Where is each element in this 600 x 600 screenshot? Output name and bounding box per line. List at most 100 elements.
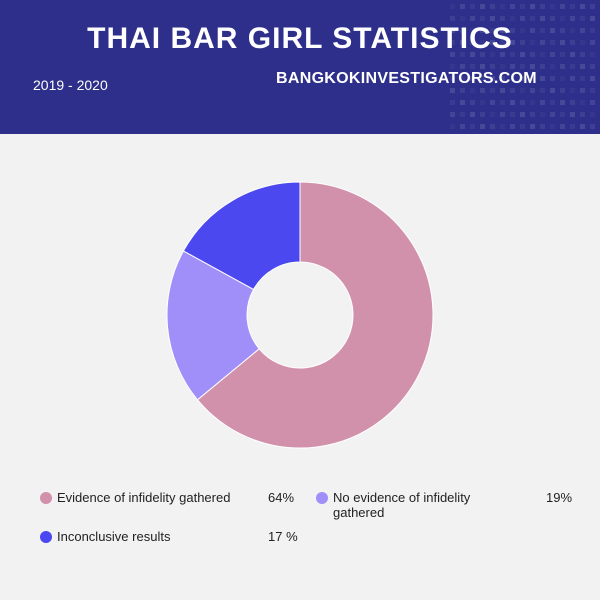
header-dot (510, 40, 515, 45)
header-dot (450, 112, 455, 117)
header-dot (590, 112, 595, 117)
chart-area (0, 134, 600, 474)
header-dot (580, 40, 585, 45)
header-dot (510, 16, 515, 21)
legend-item-evidence: Evidence of infidelity gathered (40, 490, 300, 510)
header-dot (580, 100, 585, 105)
header-dot (460, 100, 465, 105)
header-dot (480, 124, 485, 129)
header-dot (590, 88, 595, 93)
header-dot (450, 52, 455, 57)
header-dot (560, 76, 565, 81)
header-dot (450, 88, 455, 93)
header-dot (580, 4, 585, 9)
header-dot (540, 52, 545, 57)
header-dot (570, 16, 575, 21)
header-dot (520, 88, 525, 93)
header-dot (550, 100, 555, 105)
header-dot (510, 124, 515, 129)
header-dot (450, 28, 455, 33)
header-dot (550, 4, 555, 9)
header-dot (510, 52, 515, 57)
legend-swatch-evidence (40, 492, 52, 504)
header-dot (560, 28, 565, 33)
header-dot (490, 52, 495, 57)
donut-chart (166, 181, 434, 449)
header-dot (580, 124, 585, 129)
header-dot (550, 40, 555, 45)
header-dot (570, 76, 575, 81)
header-dot (460, 28, 465, 33)
header-dot (460, 76, 465, 81)
header-dot (460, 40, 465, 45)
header-dot (490, 4, 495, 9)
header-dot (460, 64, 465, 69)
header-dot (560, 112, 565, 117)
header-dot (520, 64, 525, 69)
header-dot (450, 100, 455, 105)
header-dot (480, 64, 485, 69)
header-dot (590, 28, 595, 33)
legend-value-no-evidence: 19% (546, 490, 573, 505)
header-dot (490, 88, 495, 93)
header-dot (540, 4, 545, 9)
header-dot (450, 4, 455, 9)
header-dot (550, 124, 555, 129)
header-dot (480, 16, 485, 21)
header-dot (560, 52, 565, 57)
header-dot (450, 40, 455, 45)
header-dot (500, 64, 505, 69)
legend-item-inconclusive: Inconclusive results (40, 529, 260, 549)
header-dot (540, 112, 545, 117)
header-dot (540, 100, 545, 105)
header-dot (560, 88, 565, 93)
header-dot (560, 16, 565, 21)
header-dot (550, 88, 555, 93)
header-dot (530, 112, 535, 117)
header-dot (520, 28, 525, 33)
header-dot (460, 112, 465, 117)
header-dot (530, 100, 535, 105)
legend-value-inconclusive: 17 % (268, 529, 298, 544)
header-dot (590, 40, 595, 45)
legend-swatch-inconclusive (40, 531, 52, 543)
header-dot (580, 28, 585, 33)
header-dot (470, 76, 475, 81)
header-dot (540, 40, 545, 45)
header-dot (480, 28, 485, 33)
header-dot (560, 4, 565, 9)
header-dot (500, 124, 505, 129)
header-dot (480, 100, 485, 105)
header-dot (510, 28, 515, 33)
header-dot (570, 4, 575, 9)
header-dot (490, 100, 495, 105)
header-dot (470, 16, 475, 21)
header-dot (450, 124, 455, 129)
header-dot (550, 112, 555, 117)
header-dot (530, 64, 535, 69)
header-dot (550, 16, 555, 21)
header-dot (470, 52, 475, 57)
header-dot (530, 16, 535, 21)
header-dot (520, 4, 525, 9)
header-dot (530, 124, 535, 129)
header-dot (580, 76, 585, 81)
header-dot (550, 52, 555, 57)
header-dot (460, 52, 465, 57)
header-dot (470, 64, 475, 69)
header-dot (590, 16, 595, 21)
header-dot (530, 4, 535, 9)
header-dot (510, 64, 515, 69)
legend-swatch-no-evidence (316, 492, 328, 504)
header-dot (500, 28, 505, 33)
legend-label-evidence: Evidence of infidelity gathered (57, 490, 231, 505)
header-dot (510, 4, 515, 9)
legend-label-inconclusive: Inconclusive results (57, 529, 171, 544)
header-dot (490, 64, 495, 69)
header-dot (590, 76, 595, 81)
header-dot (550, 28, 555, 33)
header-dot (540, 76, 545, 81)
header-dot (530, 28, 535, 33)
header-dot (490, 40, 495, 45)
header-dot (450, 76, 455, 81)
